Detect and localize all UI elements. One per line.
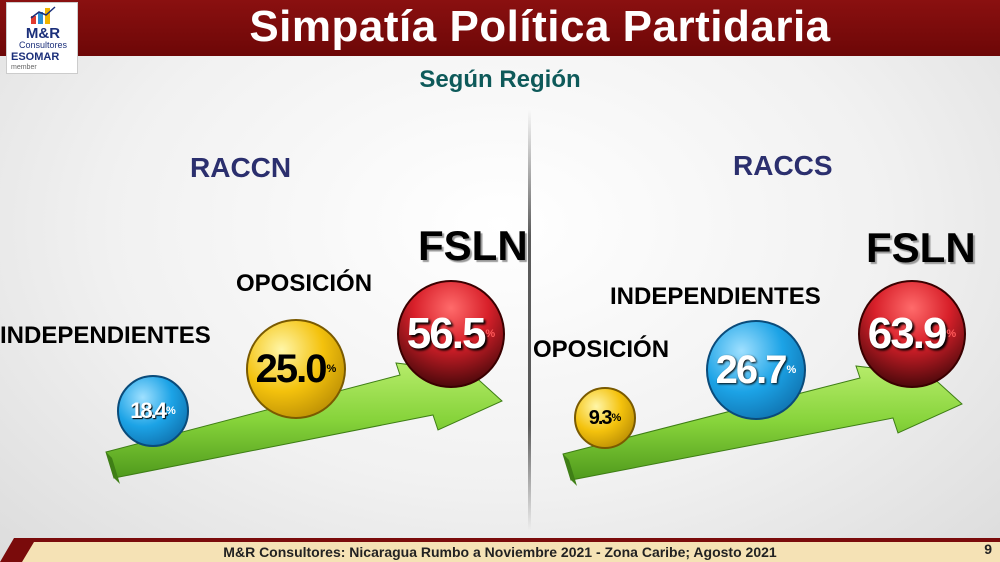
arrow-raccn (105, 362, 503, 484)
party-label-fsln-raccs: FSLN (866, 224, 976, 271)
percent-sign: % (946, 328, 957, 340)
logo-member: member (11, 64, 37, 71)
footer-text: M&R Consultores: Nicaragua Rumbo a Novie… (223, 544, 777, 560)
percent-sign: % (326, 363, 337, 375)
region-title-raccn: RACCN (190, 152, 292, 183)
arrow-raccs (562, 365, 963, 486)
value-bubble-fsln-raccn: 56.5% (397, 280, 505, 388)
page-number: 9 (984, 541, 992, 557)
party-label-independientes-raccs: INDEPENDIENTES (610, 283, 821, 310)
panel-divider (528, 110, 531, 530)
value-label: 26.7 (715, 347, 788, 392)
value-bubble-oposicion-raccs: 9.3% (574, 387, 636, 449)
logo-sub: Consultores (18, 40, 68, 50)
header-bar (0, 0, 1000, 56)
page-subtitle: Según Región (419, 66, 581, 93)
logo-esomar: ESOMAR (11, 51, 60, 63)
value-label: 9.3 (588, 406, 613, 429)
party-label-oposicion-raccn: OPOSICIÓN (236, 270, 373, 297)
percent-sign: % (485, 328, 496, 340)
percent-sign: % (166, 405, 176, 417)
region-title-raccs: RACCS (733, 150, 833, 181)
value-label: 18.4 (130, 398, 167, 423)
percent-sign: % (611, 412, 622, 424)
party-label-independientes-raccn: INDEPENDIENTES (0, 322, 211, 349)
company-logo: M&R Consultores ESOMAR member (6, 2, 78, 74)
value-bubble-oposicion-raccn: 25.0% (246, 319, 346, 419)
value-bubble-independientes-raccn: 18.4% (117, 375, 189, 447)
percent-sign: % (786, 364, 797, 376)
value-label: 63.9 (867, 309, 948, 358)
value-label: 25.0 (255, 346, 328, 391)
value-label: 56.5 (406, 309, 487, 358)
value-bubble-independientes-raccs: 26.7% (706, 320, 806, 420)
logo-chart-icon (30, 6, 56, 24)
logo-brand: M&R (25, 25, 61, 42)
footer-bar (0, 538, 1000, 562)
party-label-oposicion-raccs: OPOSICIÓN (533, 336, 670, 363)
page-title: Simpatía Política Partidaria (249, 2, 831, 51)
party-label-fsln-raccn: FSLN (418, 222, 528, 269)
value-bubble-fsln-raccs: 63.9% (858, 280, 966, 388)
